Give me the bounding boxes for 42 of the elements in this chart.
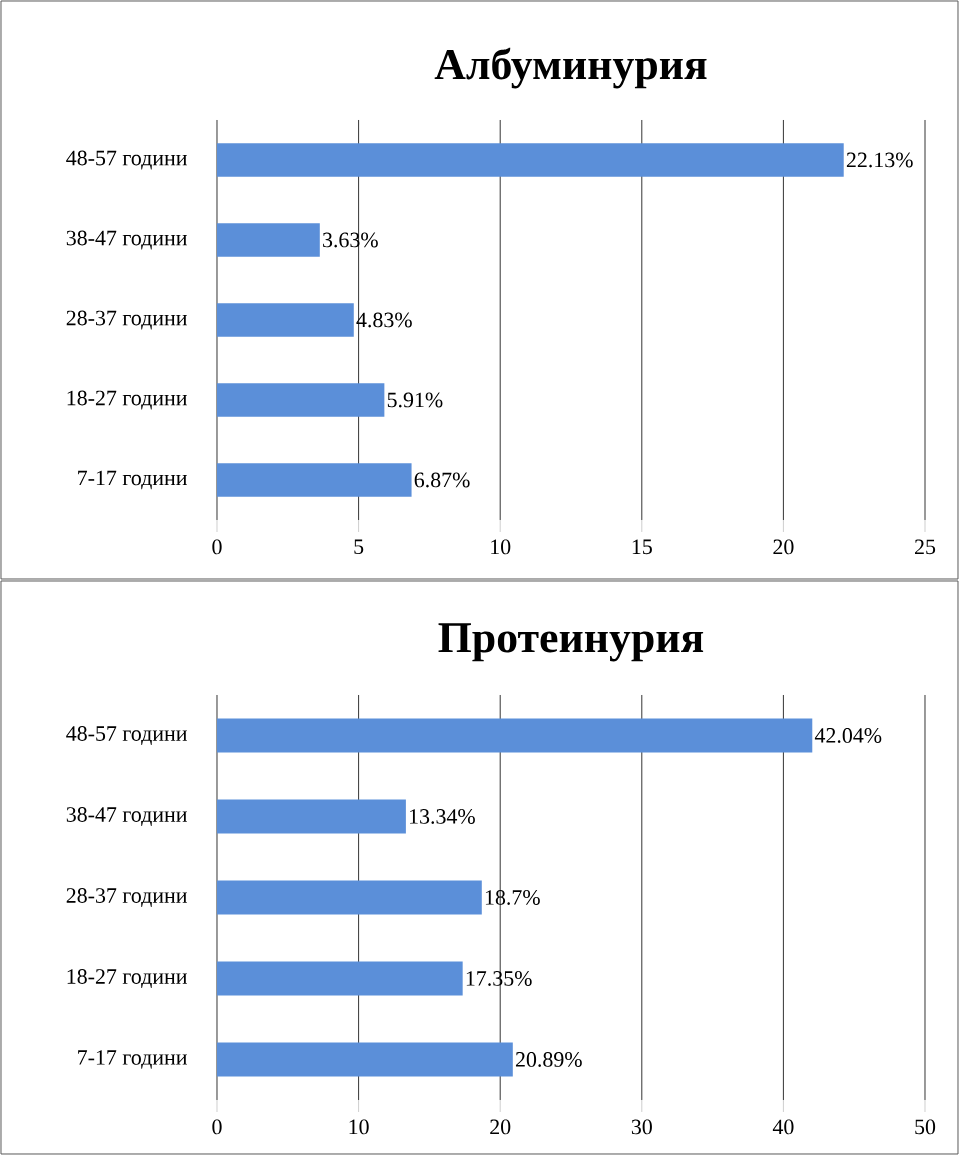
x-tick-label: 30 bbox=[631, 1119, 652, 1135]
data-label: 13.34% bbox=[410, 809, 475, 824]
y-tick-label: 18-27 години bbox=[67, 390, 187, 410]
data-label: 42.04% bbox=[814, 728, 882, 743]
y-tick-label: 28-37 години bbox=[66, 310, 187, 330]
bar bbox=[217, 383, 385, 417]
x-tick-label: 20 bbox=[773, 539, 794, 555]
x-tick-label: 20 bbox=[490, 1119, 511, 1135]
y-tick-label: 18-27 години bbox=[67, 969, 187, 988]
x-tick-label: 5 bbox=[354, 539, 364, 555]
data-label: 5.91% bbox=[387, 392, 443, 408]
bar bbox=[217, 961, 463, 996]
bar bbox=[217, 143, 844, 177]
data-label: 22.13% bbox=[846, 152, 913, 168]
bar bbox=[217, 799, 406, 834]
bar bbox=[217, 223, 320, 257]
bar bbox=[217, 1042, 513, 1077]
x-tick-label: 10 bbox=[491, 539, 511, 555]
x-tick-label: 50 bbox=[915, 1119, 936, 1135]
chart-title: Протеинурия bbox=[438, 623, 704, 662]
y-tick-label: 7-17 години bbox=[78, 1050, 187, 1069]
x-tick-label: 0 bbox=[212, 1119, 222, 1135]
data-label: 17.35% bbox=[466, 971, 532, 986]
y-tick-label: 48-57 години bbox=[66, 726, 187, 745]
data-label: 20.89% bbox=[515, 1052, 582, 1067]
bar bbox=[217, 718, 813, 753]
y-tick-label: 38-47 години bbox=[66, 807, 187, 826]
bar bbox=[217, 303, 354, 337]
x-tick-label: 0 bbox=[212, 539, 222, 555]
chart-title: Албуминурия bbox=[434, 47, 707, 89]
data-label: 18.7% bbox=[485, 890, 540, 905]
y-tick-label: 7-17 години bbox=[78, 470, 187, 490]
x-tick-label: 15 bbox=[632, 539, 652, 555]
x-tick-label: 10 bbox=[349, 1119, 369, 1135]
x-tick-label: 40 bbox=[772, 1119, 794, 1135]
y-tick-label: 28-37 години bbox=[66, 888, 187, 907]
bar bbox=[217, 880, 482, 915]
y-tick-label: 48-57 години bbox=[66, 150, 187, 170]
bar bbox=[217, 463, 412, 497]
x-tick-label: 25 bbox=[915, 539, 936, 555]
data-label: 6.87% bbox=[414, 472, 470, 488]
y-tick-label: 38-47 години bbox=[66, 230, 187, 250]
